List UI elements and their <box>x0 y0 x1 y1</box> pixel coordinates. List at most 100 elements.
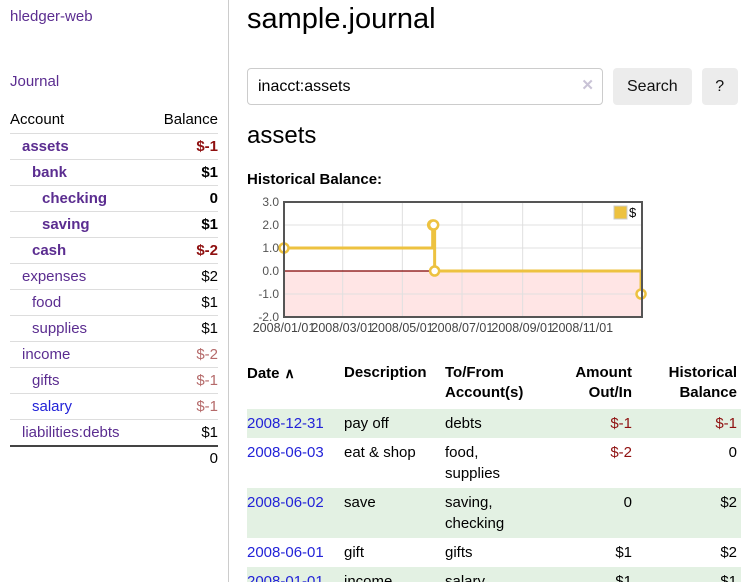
accounts-total-spacer <box>10 445 150 470</box>
account-row: bank $1 <box>10 159 218 186</box>
transaction-amount: $1 <box>615 573 632 582</box>
account-row: income $-2 <box>10 341 218 368</box>
register-table: Date ∧ Description To/From Account(s) Amo… <box>247 360 741 582</box>
main-content: sample.journal ✕ Search ? assets Histori… <box>240 0 742 582</box>
account-link[interactable]: assets <box>22 138 69 155</box>
account-row: salary $-1 <box>10 393 218 420</box>
legend-swatch <box>613 205 628 220</box>
register-row: 2008-06-03 eat & shop food, supplies $-2… <box>247 438 741 488</box>
transaction-amount: $-1 <box>610 415 632 432</box>
transaction-amount: 0 <box>623 494 632 511</box>
account-row: gifts $-1 <box>10 367 218 394</box>
account-balance: $1 <box>201 424 218 441</box>
accounts-total-row: 0 <box>10 445 218 470</box>
register-row: 2008-12-31 pay off debts $-1 $-1 <box>247 409 741 438</box>
account-link[interactable]: income <box>22 346 71 363</box>
y-tick-label: 3.0 <box>262 195 279 209</box>
account-link[interactable]: bank <box>32 164 68 181</box>
transaction-balance: $1 <box>720 573 737 582</box>
chart-point[interactable] <box>427 219 440 231</box>
account-balance: $1 <box>149 315 218 342</box>
legend-label: $ <box>629 205 637 220</box>
account-heading: assets <box>247 122 317 149</box>
x-tick-label: 2008/07/01 <box>431 321 494 335</box>
account-link[interactable]: gifts <box>32 372 60 389</box>
x-tick-label: 2008/09/01 <box>491 321 554 335</box>
search-button[interactable]: Search <box>613 68 692 105</box>
transaction-accounts: saving, checking <box>445 494 505 532</box>
register-header-date-label: Date <box>247 365 280 382</box>
y-tick-label: 1.0 <box>262 241 279 255</box>
account-balance: $-1 <box>149 133 218 160</box>
transaction-balance: $-1 <box>715 415 737 432</box>
chart-heading: Historical Balance: <box>247 171 383 188</box>
help-button[interactable]: ? <box>701 68 738 105</box>
transaction-balance: $2 <box>720 494 737 511</box>
account-balance: $-1 <box>149 393 218 420</box>
transaction-description: eat & shop <box>344 444 416 461</box>
account-balance: $1 <box>149 159 218 186</box>
account-row: liabilities:debts $1 <box>10 420 218 447</box>
app-brand-link[interactable]: hledger-web <box>10 8 93 25</box>
transaction-description: income <box>344 573 393 582</box>
account-balance: $1 <box>149 211 218 238</box>
register-row: 2008-06-02 save saving, checking 0 $2 <box>247 488 741 538</box>
register-header-balance: Historical Balance <box>668 364 737 401</box>
transaction-amount: $1 <box>615 544 632 561</box>
account-link[interactable]: cash <box>32 242 67 259</box>
historical-balance-chart: $3.0 2.0 1.0 0.0 -1.0 -2.02008/01/012008/03/0… <box>253 195 647 335</box>
account-balance: $-2 <box>149 341 218 368</box>
y-tick-label: 2.0 <box>262 218 279 232</box>
transaction-date-link[interactable]: 2008-06-02 <box>247 494 324 511</box>
account-link[interactable]: food <box>32 294 62 311</box>
accounts-table: Account Balance assets $-1 bank $1 check… <box>10 107 218 470</box>
sidebar: hledger-web Journal Account Balance asse… <box>0 0 229 582</box>
transaction-date-link[interactable]: 2008-12-31 <box>247 415 324 432</box>
account-link[interactable]: supplies <box>32 320 88 337</box>
account-link[interactable]: expenses <box>22 268 87 285</box>
account-row: expenses $2 <box>10 263 218 290</box>
transaction-date-link[interactable]: 2008-06-01 <box>247 544 324 561</box>
transaction-balance: 0 <box>728 444 737 461</box>
accounts-header-account: Account <box>10 107 150 134</box>
search-bar: ✕ Search ? <box>247 68 742 105</box>
register-header-amount: Amount Out/In <box>575 364 632 401</box>
y-tick-label: -2.0 <box>258 310 279 324</box>
account-link[interactable]: liabilities:debts <box>22 424 120 441</box>
plot-border <box>283 201 643 318</box>
transaction-accounts: food, supplies <box>445 444 501 482</box>
transaction-date-link[interactable]: 2008-06-03 <box>247 444 324 461</box>
search-input[interactable] <box>247 68 603 105</box>
account-row: saving $1 <box>10 211 218 238</box>
register-header-date[interactable]: Date ∧ <box>247 360 344 409</box>
account-row: checking 0 <box>10 185 218 212</box>
account-balance: $-2 <box>149 237 218 264</box>
account-link[interactable]: salary <box>32 398 73 415</box>
x-tick-label: 2008/01/01 <box>253 321 316 335</box>
transaction-description: gift <box>344 544 365 561</box>
transaction-date-link[interactable]: 2008-01-01 <box>247 573 324 582</box>
chart-point[interactable] <box>428 265 441 277</box>
account-link[interactable]: saving <box>42 216 90 233</box>
sidebar-item-journal[interactable]: Journal <box>10 73 60 90</box>
transaction-accounts: salary <box>445 573 486 582</box>
accounts-total-value: 0 <box>149 445 218 470</box>
transaction-balance: $2 <box>720 544 737 561</box>
register-header-description: Description <box>344 364 427 381</box>
register-header-row: Date ∧ Description To/From Account(s) Amo… <box>247 360 741 409</box>
sort-ascending-icon: ∧ <box>284 365 295 381</box>
register-row: 2008-06-01 gift gifts $1 $2 <box>247 538 741 567</box>
account-row: food $1 <box>10 289 218 316</box>
account-row: assets $-1 <box>10 133 218 160</box>
page-title: sample.journal <box>247 3 436 35</box>
register-row: 2008-01-01 income salary $1 $1 <box>247 567 741 582</box>
transaction-accounts: gifts <box>445 544 473 561</box>
account-balance: 0 <box>149 185 218 212</box>
search-input-wrap: ✕ <box>247 68 603 105</box>
transaction-amount: $-2 <box>610 444 632 461</box>
account-balance: $2 <box>149 263 218 290</box>
clear-search-icon[interactable]: ✕ <box>581 77 594 94</box>
account-link[interactable]: checking <box>42 190 108 207</box>
y-tick-label: -1.0 <box>258 287 279 301</box>
